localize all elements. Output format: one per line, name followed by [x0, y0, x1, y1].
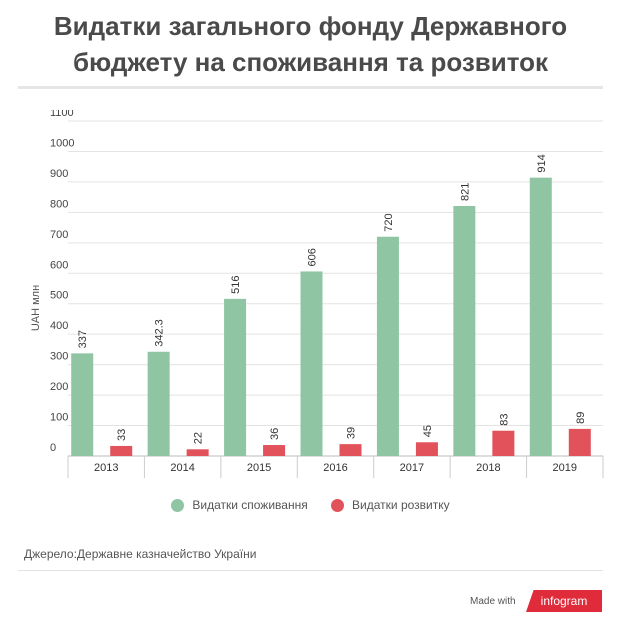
x-tick-label: 2017: [400, 462, 424, 474]
data-label: 89: [575, 412, 587, 424]
data-label: 36: [269, 428, 281, 440]
bar-chart: 0 100 200 300 400 500 600 700 800 900 1000 1100 UAH…: [30, 110, 604, 478]
y-tick-label: 900: [50, 168, 68, 180]
data-label: 45: [422, 425, 434, 437]
chart-title-line-1: Видатки загального фонду Державного: [53, 11, 568, 41]
data-label: 606: [307, 248, 319, 266]
legend-label-consumption: Видатки споживання: [192, 498, 308, 512]
bar-development[interactable]: [263, 445, 286, 456]
infogram-logo[interactable]: infogram: [526, 590, 602, 612]
x-axis: 2013 2014 2015 2016 2017 2018 2019: [67, 456, 604, 478]
bar-consumption[interactable]: [71, 353, 94, 456]
y-axis-ticks: 0 100 200 300 400 500 600 700 800 900 1000 1100: [50, 110, 74, 454]
legend-item-consumption[interactable]: Видатки споживання: [171, 498, 308, 512]
legend-label-development: Видатки розвитку: [352, 498, 450, 512]
made-with-text: Made with: [470, 596, 516, 607]
data-label: 22: [193, 432, 205, 444]
footer-divider: [18, 570, 603, 571]
chart-title-line-2: бюджету на споживання та розвиток: [72, 47, 549, 77]
y-tick-label: 1100: [50, 110, 74, 119]
data-label: 821: [459, 183, 471, 201]
x-tick-label: 2013: [94, 462, 118, 474]
bar-consumption[interactable]: [529, 177, 552, 456]
data-label: 337: [77, 330, 89, 348]
bar-development[interactable]: [110, 445, 133, 456]
bar-development[interactable]: [415, 442, 438, 456]
y-axis-label: UAH млн: [30, 285, 42, 331]
data-label: 83: [498, 413, 510, 425]
data-label: 914: [536, 154, 548, 172]
data-label: 39: [346, 427, 358, 439]
y-tick-label: 600: [50, 259, 68, 271]
y-tick-label: 1000: [50, 137, 74, 149]
bar-development[interactable]: [492, 430, 515, 456]
y-tick-label: 400: [50, 320, 68, 332]
data-label: 342.3: [154, 319, 166, 347]
bars: 337 33 342.3 22 516 36 606 39 720 45 821 83 914 89: [71, 154, 591, 456]
data-label: 720: [383, 213, 395, 231]
title-divider: [18, 86, 603, 89]
data-label: 33: [116, 429, 128, 441]
bar-development[interactable]: [339, 444, 362, 456]
legend-swatch-development: [331, 498, 345, 512]
x-tick-label: 2015: [247, 462, 271, 474]
y-tick-label: 0: [50, 442, 56, 454]
chart-title: Видатки загального фонду Державного бюдж…: [0, 8, 621, 80]
bar-development[interactable]: [186, 449, 209, 456]
source-note: Джерело:Державне казначейство України: [24, 547, 257, 561]
x-tick-label: 2018: [476, 462, 500, 474]
data-label: 516: [230, 275, 242, 293]
x-tick-label: 2014: [170, 462, 194, 474]
bar-consumption[interactable]: [147, 351, 170, 456]
bar-consumption[interactable]: [224, 298, 247, 456]
bar-consumption[interactable]: [376, 236, 399, 456]
y-tick-label: 700: [50, 229, 68, 241]
legend: Видатки споживання Видатки розвитку: [0, 498, 621, 515]
y-tick-label: 300: [50, 351, 68, 363]
legend-swatch-consumption: [171, 498, 185, 512]
bar-consumption[interactable]: [300, 271, 323, 456]
y-tick-label: 500: [50, 290, 68, 302]
bar-development[interactable]: [568, 428, 591, 456]
x-tick-label: 2016: [323, 462, 347, 474]
legend-item-development[interactable]: Видатки розвитку: [331, 498, 450, 512]
y-tick-label: 200: [50, 381, 68, 393]
bar-consumption[interactable]: [453, 205, 476, 456]
y-tick-label: 800: [50, 198, 68, 210]
x-tick-label: 2019: [553, 462, 577, 474]
y-tick-label: 100: [50, 412, 68, 424]
